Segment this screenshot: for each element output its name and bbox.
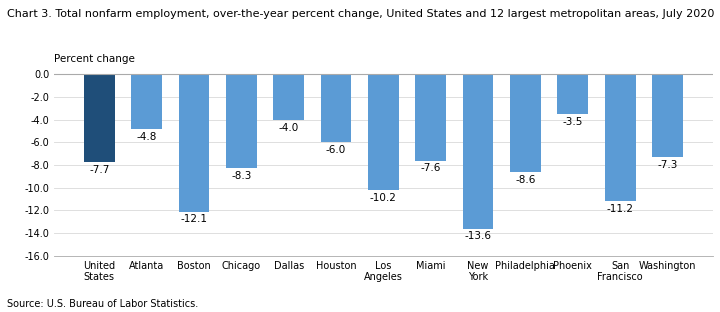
Text: -4.0: -4.0 bbox=[279, 123, 299, 133]
Text: Chart 3. Total nonfarm employment, over-the-year percent change, United States a: Chart 3. Total nonfarm employment, over-… bbox=[7, 9, 714, 19]
Bar bbox=[415, 74, 446, 161]
Bar bbox=[652, 74, 683, 157]
Text: -7.3: -7.3 bbox=[657, 160, 678, 170]
Text: Percent change: Percent change bbox=[54, 54, 135, 64]
Bar bbox=[320, 74, 351, 142]
Bar bbox=[274, 74, 304, 120]
Bar bbox=[131, 74, 162, 129]
Text: -4.8: -4.8 bbox=[137, 132, 157, 142]
Bar bbox=[179, 74, 210, 212]
Bar bbox=[226, 74, 257, 168]
Text: -8.6: -8.6 bbox=[516, 175, 536, 185]
Text: -11.2: -11.2 bbox=[607, 204, 634, 214]
Bar bbox=[368, 74, 399, 190]
Bar bbox=[84, 74, 114, 162]
Text: -7.7: -7.7 bbox=[89, 164, 109, 174]
Bar bbox=[605, 74, 636, 201]
Text: -12.1: -12.1 bbox=[181, 214, 207, 224]
Text: -7.6: -7.6 bbox=[420, 163, 441, 173]
Bar bbox=[557, 74, 588, 114]
Text: -8.3: -8.3 bbox=[231, 171, 251, 181]
Text: -3.5: -3.5 bbox=[562, 117, 583, 127]
Text: -13.6: -13.6 bbox=[464, 232, 492, 241]
Text: Source: U.S. Bureau of Labor Statistics.: Source: U.S. Bureau of Labor Statistics. bbox=[7, 299, 199, 309]
Bar bbox=[510, 74, 541, 172]
Bar bbox=[463, 74, 493, 229]
Text: -6.0: -6.0 bbox=[326, 145, 346, 155]
Text: -10.2: -10.2 bbox=[370, 193, 397, 203]
